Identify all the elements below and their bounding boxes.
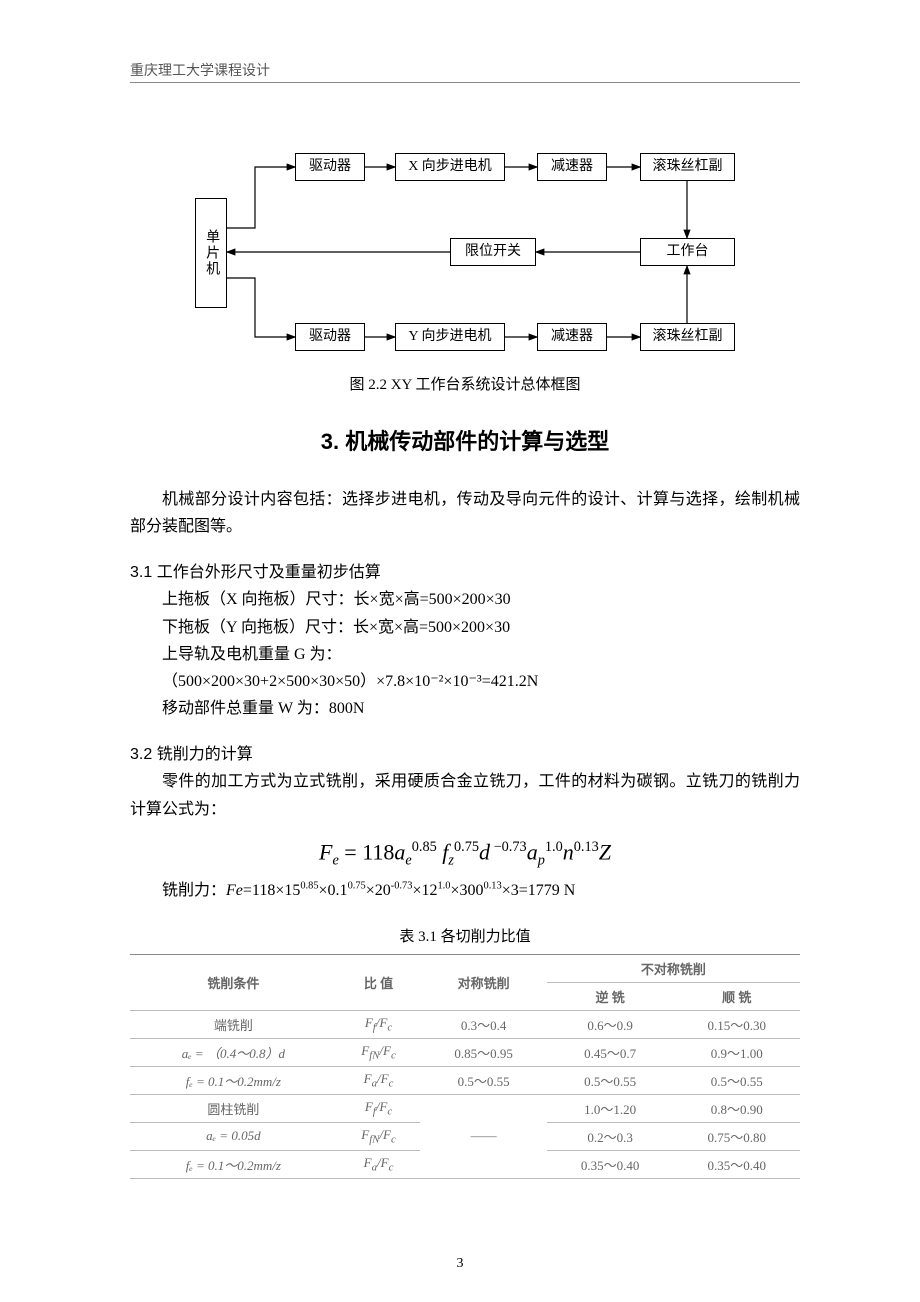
- page-header: 重庆理工大学课程设计: [130, 60, 800, 83]
- table-3-1-caption: 表 3.1 各切削力比值: [130, 925, 800, 946]
- milling-force-formula: Fe = 118ae0.85 fz0.75d −0.73ap1.0n0.13Z: [130, 839, 800, 870]
- section-3-title: 3. 机械传动部件的计算与选型: [130, 424, 800, 456]
- down-cell: 0.9～1.00: [673, 1038, 800, 1066]
- ratio-cell: Ff/Fc: [337, 1010, 421, 1038]
- up-cell: 1.0～1.20: [547, 1094, 674, 1122]
- block-diagram: 单片机驱动器X 向步进电机减速器滚珠丝杠副限位开关工作台驱动器Y 向步进电机减速…: [185, 143, 745, 363]
- subheading-3-2: 3.2 铣削力的计算: [130, 740, 800, 764]
- node-screw1: 滚珠丝杠副: [640, 153, 735, 181]
- th-sym: 对称铣削: [420, 954, 547, 1010]
- ratio-cell: Fa/Fc: [337, 1066, 421, 1094]
- node-drv1: 驱动器: [295, 153, 365, 181]
- node-screw2: 滚珠丝杠副: [640, 323, 735, 351]
- up-cell: 0.35～0.40: [547, 1150, 674, 1178]
- s31-line-3: （500×200×30+2×500×30×50）×7.8×10⁻²×10⁻³=4…: [130, 668, 800, 695]
- s31-line-1: 下拖板（Y 向拖板）尺寸：长×宽×高=500×200×30: [130, 614, 800, 641]
- down-cell: 0.75～0.80: [673, 1122, 800, 1150]
- cond-cell: aₑ = 0.05d: [130, 1122, 337, 1150]
- ratio-cell: Ff/Fc: [337, 1094, 421, 1122]
- down-cell: 0.5～0.55: [673, 1066, 800, 1094]
- down-cell: 0.15～0.30: [673, 1010, 800, 1038]
- node-ymotor: Y 向步进电机: [395, 323, 505, 351]
- table-row: aₑ = （0.4～0.8）dFfN/Fc0.85～0.950.45～0.70.…: [130, 1038, 800, 1066]
- table-row: 圆柱铣削Ff/Fc——1.0～1.200.8～0.90: [130, 1094, 800, 1122]
- table-row: fₑ = 0.1～0.2mm/zFa/Fc0.5～0.550.5～0.550.5…: [130, 1066, 800, 1094]
- table-3-1: 铣削条件 比 值 对称铣削 不对称铣削 逆 铣 顺 铣 端铣削Ff/Fc0.3～…: [130, 954, 800, 1179]
- node-limit: 限位开关: [450, 238, 536, 266]
- sym-cell: 0.85～0.95: [420, 1038, 547, 1066]
- th-cond: 铣削条件: [130, 954, 337, 1010]
- s31-line-4: 移动部件总重量 W 为：800N: [130, 695, 800, 722]
- ratio-cell: FfN/Fc: [337, 1122, 421, 1150]
- cond-cell: fₑ = 0.1～0.2mm/z: [130, 1066, 337, 1094]
- th-asym: 不对称铣削: [547, 954, 800, 982]
- table-row: 端铣削Ff/Fc0.3～0.40.6～0.90.15～0.30: [130, 1010, 800, 1038]
- th-ratio: 比 值: [337, 954, 421, 1010]
- cond-cell: 圆柱铣削: [130, 1094, 337, 1122]
- s32-para: 零件的加工方式为立式铣削，采用硬质合金立铣刀，工件的材料为碳钢。立铣刀的铣削力计…: [130, 768, 800, 822]
- node-xmotor: X 向步进电机: [395, 153, 505, 181]
- down-cell: 0.35～0.40: [673, 1150, 800, 1178]
- node-drv2: 驱动器: [295, 323, 365, 351]
- ratio-cell: FfN/Fc: [337, 1038, 421, 1066]
- up-cell: 0.5～0.55: [547, 1066, 674, 1094]
- cond-cell: aₑ = （0.4～0.8）d: [130, 1038, 337, 1066]
- s31-line-0: 上拖板（X 向拖板）尺寸：长×宽×高=500×200×30: [130, 586, 800, 613]
- node-dec1: 减速器: [537, 153, 607, 181]
- up-cell: 0.2～0.3: [547, 1122, 674, 1150]
- th-down: 顺 铣: [673, 982, 800, 1010]
- s31-line-2: 上导轨及电机重量 G 为：: [130, 641, 800, 668]
- down-cell: 0.8～0.90: [673, 1094, 800, 1122]
- sym-cell: 0.3～0.4: [420, 1010, 547, 1038]
- sym-cell: 0.5～0.55: [420, 1066, 547, 1094]
- cond-cell: fₑ = 0.1～0.2mm/z: [130, 1150, 337, 1178]
- up-cell: 0.6～0.9: [547, 1010, 674, 1038]
- ratio-cell: Fa/Fc: [337, 1150, 421, 1178]
- page-number: 3: [0, 1256, 920, 1272]
- subheading-3-1: 3.1 工作台外形尺寸及重量初步估算: [130, 558, 800, 582]
- cond-cell: 端铣削: [130, 1010, 337, 1038]
- sym-cell: ——: [420, 1094, 547, 1178]
- node-dec2: 减速器: [537, 323, 607, 351]
- milling-force-result: 铣削力：Fe=118×150.85×0.10.75×20-0.73×121.0×…: [130, 877, 800, 904]
- section-3-intro: 机械部分设计内容包括：选择步进电机，传动及导向元件的设计、计算与选择，绘制机械部…: [130, 486, 800, 540]
- th-up: 逆 铣: [547, 982, 674, 1010]
- figure-caption: 图 2.2 XY 工作台系统设计总体框图: [130, 373, 800, 394]
- node-mcu: 单片机: [195, 198, 227, 308]
- node-table: 工作台: [640, 238, 735, 266]
- up-cell: 0.45～0.7: [547, 1038, 674, 1066]
